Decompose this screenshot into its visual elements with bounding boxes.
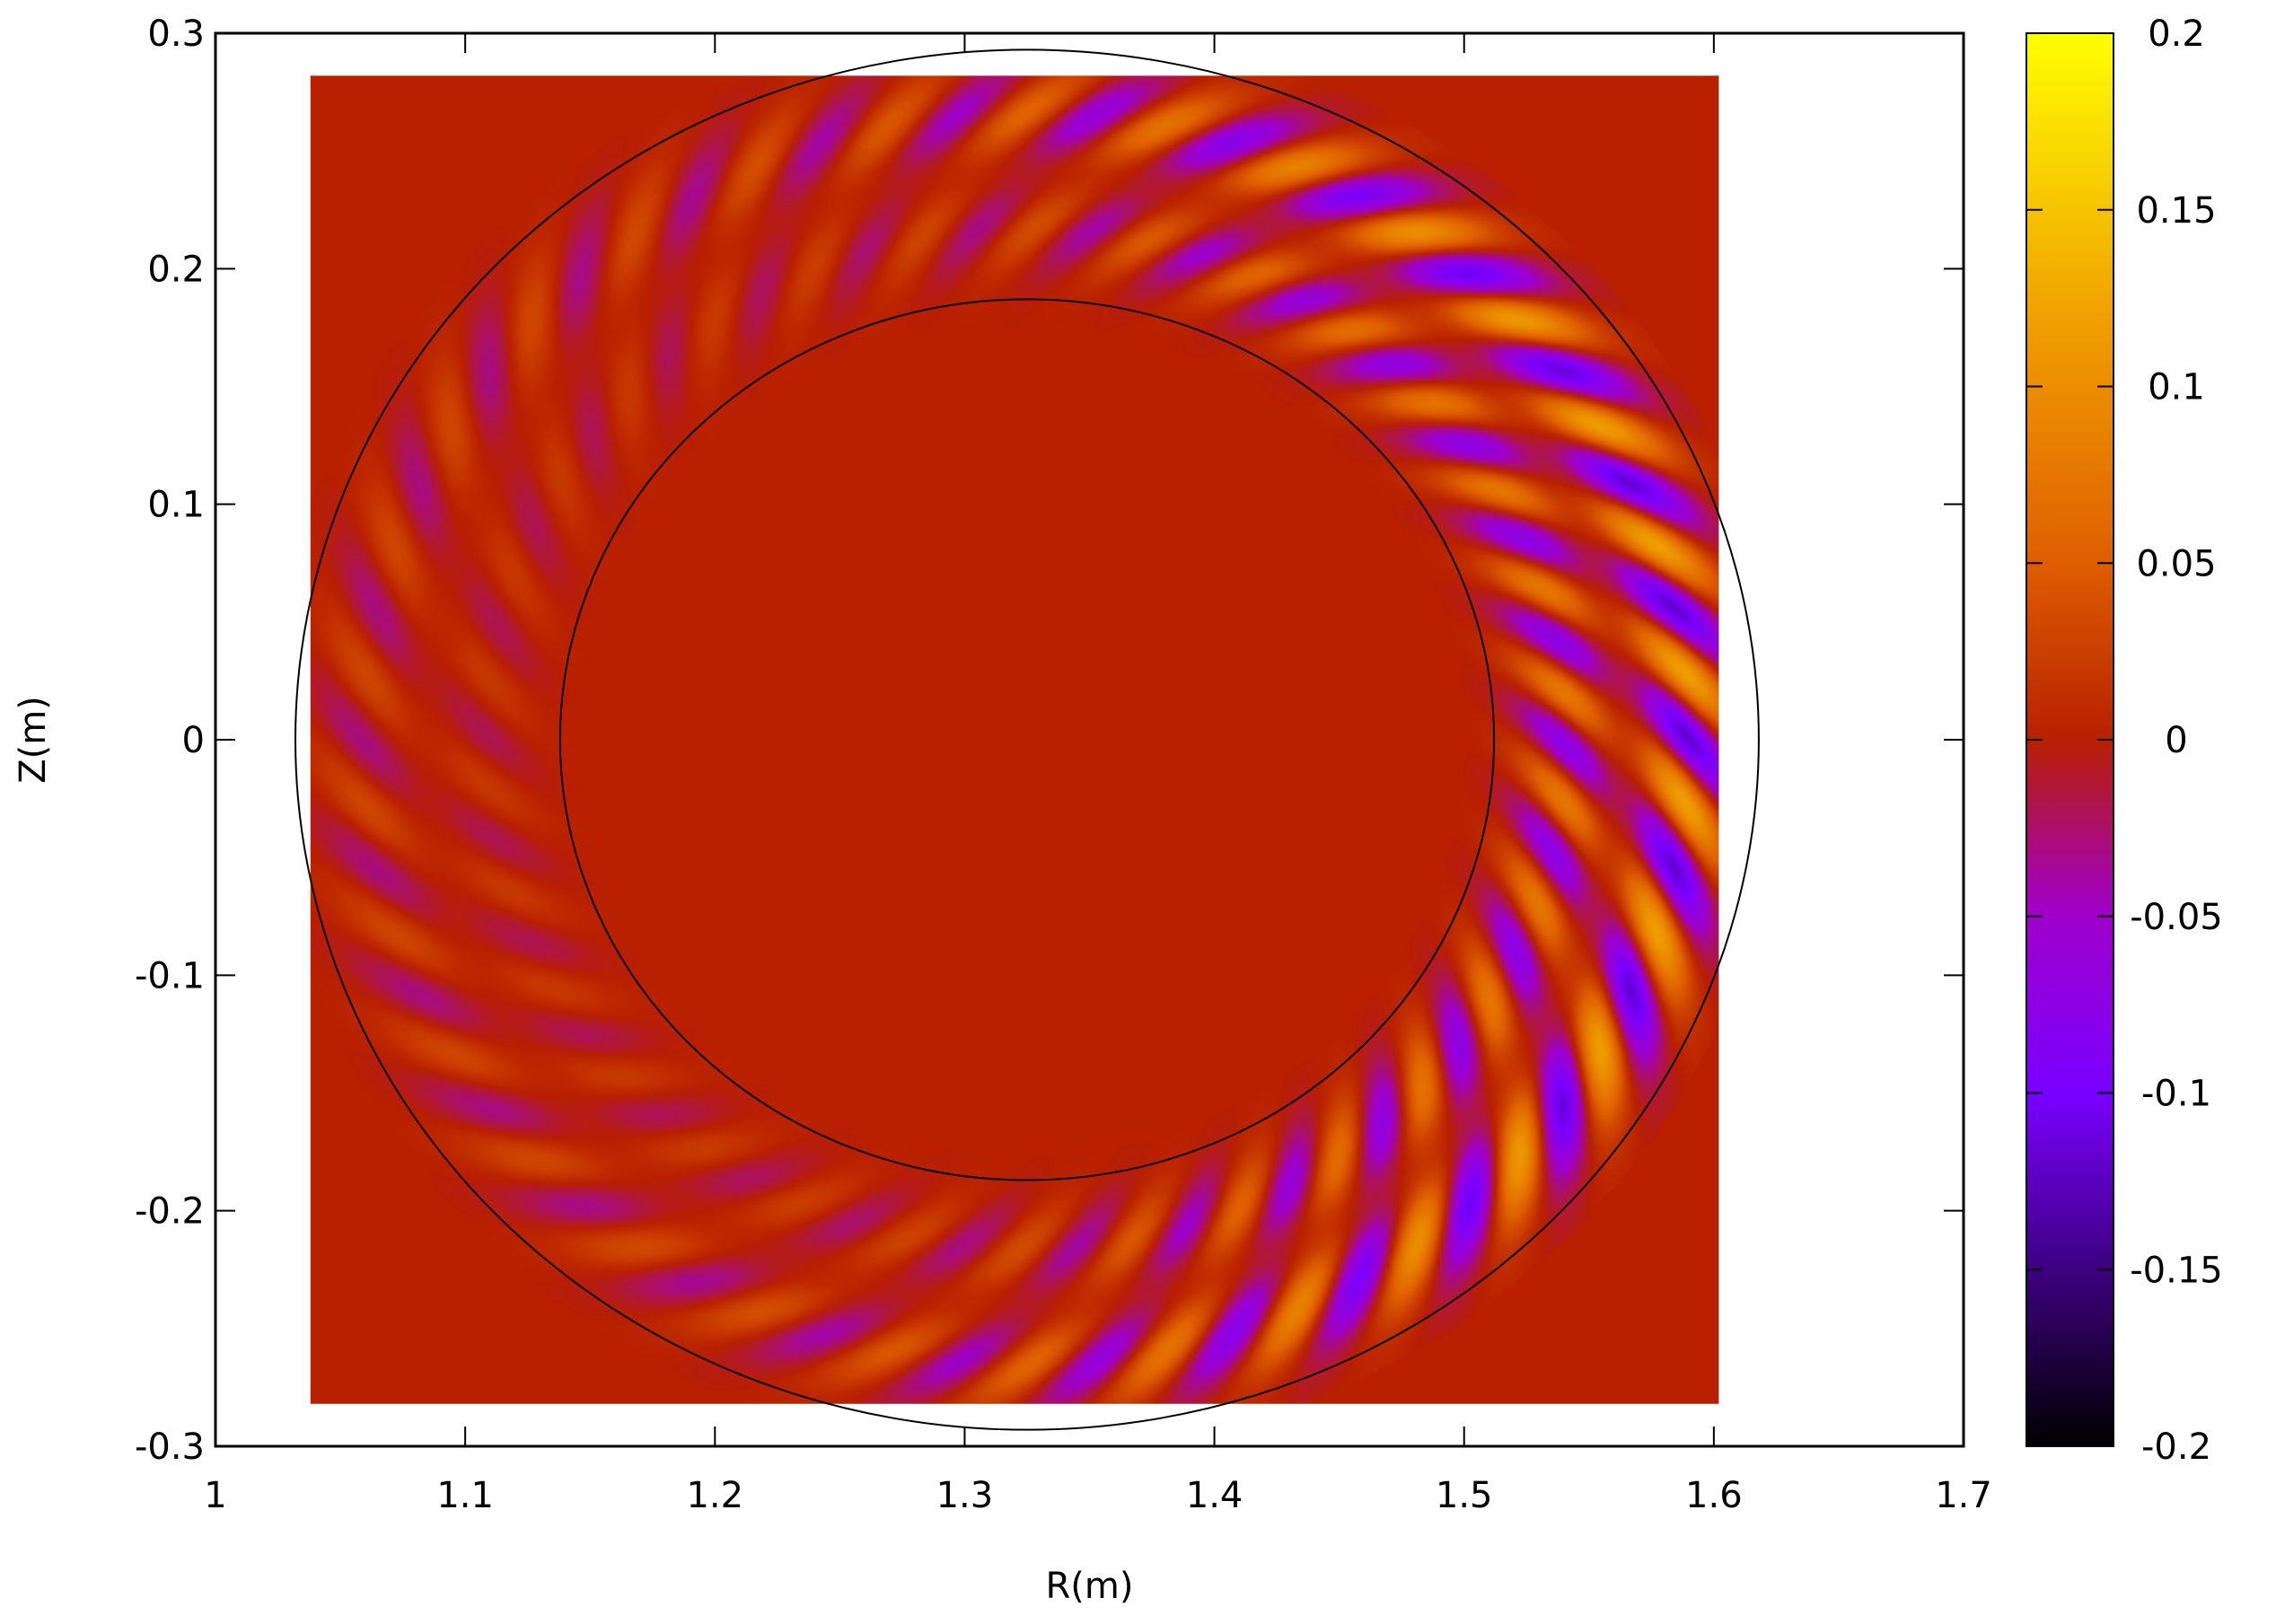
x-tick-label: 1.1	[436, 1475, 494, 1516]
y-tick-label: 0.1	[147, 485, 205, 526]
colorbar-tick-label: -0.15	[2130, 1250, 2223, 1291]
x-tick-label: 1.6	[1685, 1475, 1743, 1516]
y-axis: 0.3 0.2 0.1 0 -0.1 -0.2 -0.3	[135, 13, 1964, 1468]
x-tick-label: 1.4	[1186, 1475, 1243, 1516]
y-tick-label: -0.3	[135, 1426, 205, 1468]
colorbar-tick-label: 0.15	[2136, 190, 2216, 232]
x-axis-label: R(m)	[1046, 1566, 1134, 1607]
heatmap-image	[310, 75, 1719, 1404]
y-tick-label: 0.3	[147, 13, 205, 55]
colorbar-tick-label: -0.1	[2141, 1074, 2211, 1115]
y-tick-label: -0.2	[135, 1191, 205, 1233]
y-tick-label: -0.1	[135, 955, 205, 996]
colorbar-tick-label: -0.05	[2130, 897, 2223, 938]
y-tick-label: 0	[182, 720, 205, 761]
colorbar-tick-label: 0.2	[2148, 13, 2205, 55]
x-tick-label: 1.7	[1935, 1475, 1992, 1516]
colorbar: 0.2 0.15 0.1 0.05 0 -0.05 -0.1 -0.15 -0.2	[2026, 13, 2223, 1468]
colorbar-tick-label: -0.2	[2141, 1426, 2211, 1468]
colorbar-tick-label: 0.1	[2148, 367, 2205, 408]
outer-boundary-contour	[294, 48, 1760, 1431]
colorbar-tick-label: 0.05	[2136, 543, 2216, 584]
x-tick-label: 1	[204, 1475, 226, 1516]
inner-boundary-contour	[558, 298, 1496, 1181]
colorbar-tick-label: 0	[2165, 720, 2187, 761]
x-tick-label: 1.5	[1436, 1475, 1493, 1516]
x-axis: 1 1.1 1.2 1.3 1.4 1.5 1.6 1.7	[204, 33, 1992, 1516]
heatmap-field	[310, 75, 1719, 1404]
y-axis-label: Z(m)	[13, 696, 54, 784]
y-tick-label: 0.2	[147, 249, 205, 290]
x-tick-label: 1.2	[686, 1475, 743, 1516]
contour-lines	[294, 48, 1760, 1431]
x-tick-label: 1.3	[936, 1475, 994, 1516]
